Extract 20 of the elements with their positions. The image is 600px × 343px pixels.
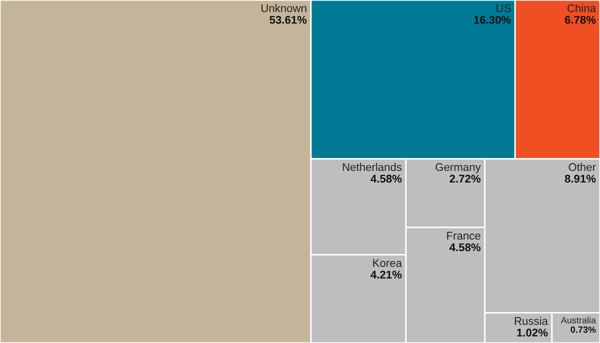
category-label: Other <box>568 162 596 172</box>
data-label: 6.78% <box>564 16 596 24</box>
data-label: 4.58% <box>449 243 481 252</box>
data-label: 1.02% <box>517 328 548 337</box>
category-label: Australia <box>560 316 596 324</box>
category-label: Korea <box>373 259 402 267</box>
category-label: China <box>568 4 596 12</box>
data-label: 4.58% <box>370 174 402 183</box>
category-label: US <box>496 4 511 12</box>
category-label: Russia <box>514 316 548 325</box>
category-label: France <box>447 232 480 240</box>
data-label: 8.91% <box>564 174 596 183</box>
data-label: 53.61% <box>270 16 307 24</box>
data-label: 16.30% <box>474 16 511 24</box>
category-label: Netherlands <box>342 162 402 172</box>
category-label: Unknown <box>262 4 306 12</box>
data-label: 0.73% <box>570 326 596 333</box>
category-label: Germany <box>436 163 481 174</box>
data-label: 2.72% <box>450 174 481 183</box>
data-label: 4.21% <box>370 270 402 279</box>
